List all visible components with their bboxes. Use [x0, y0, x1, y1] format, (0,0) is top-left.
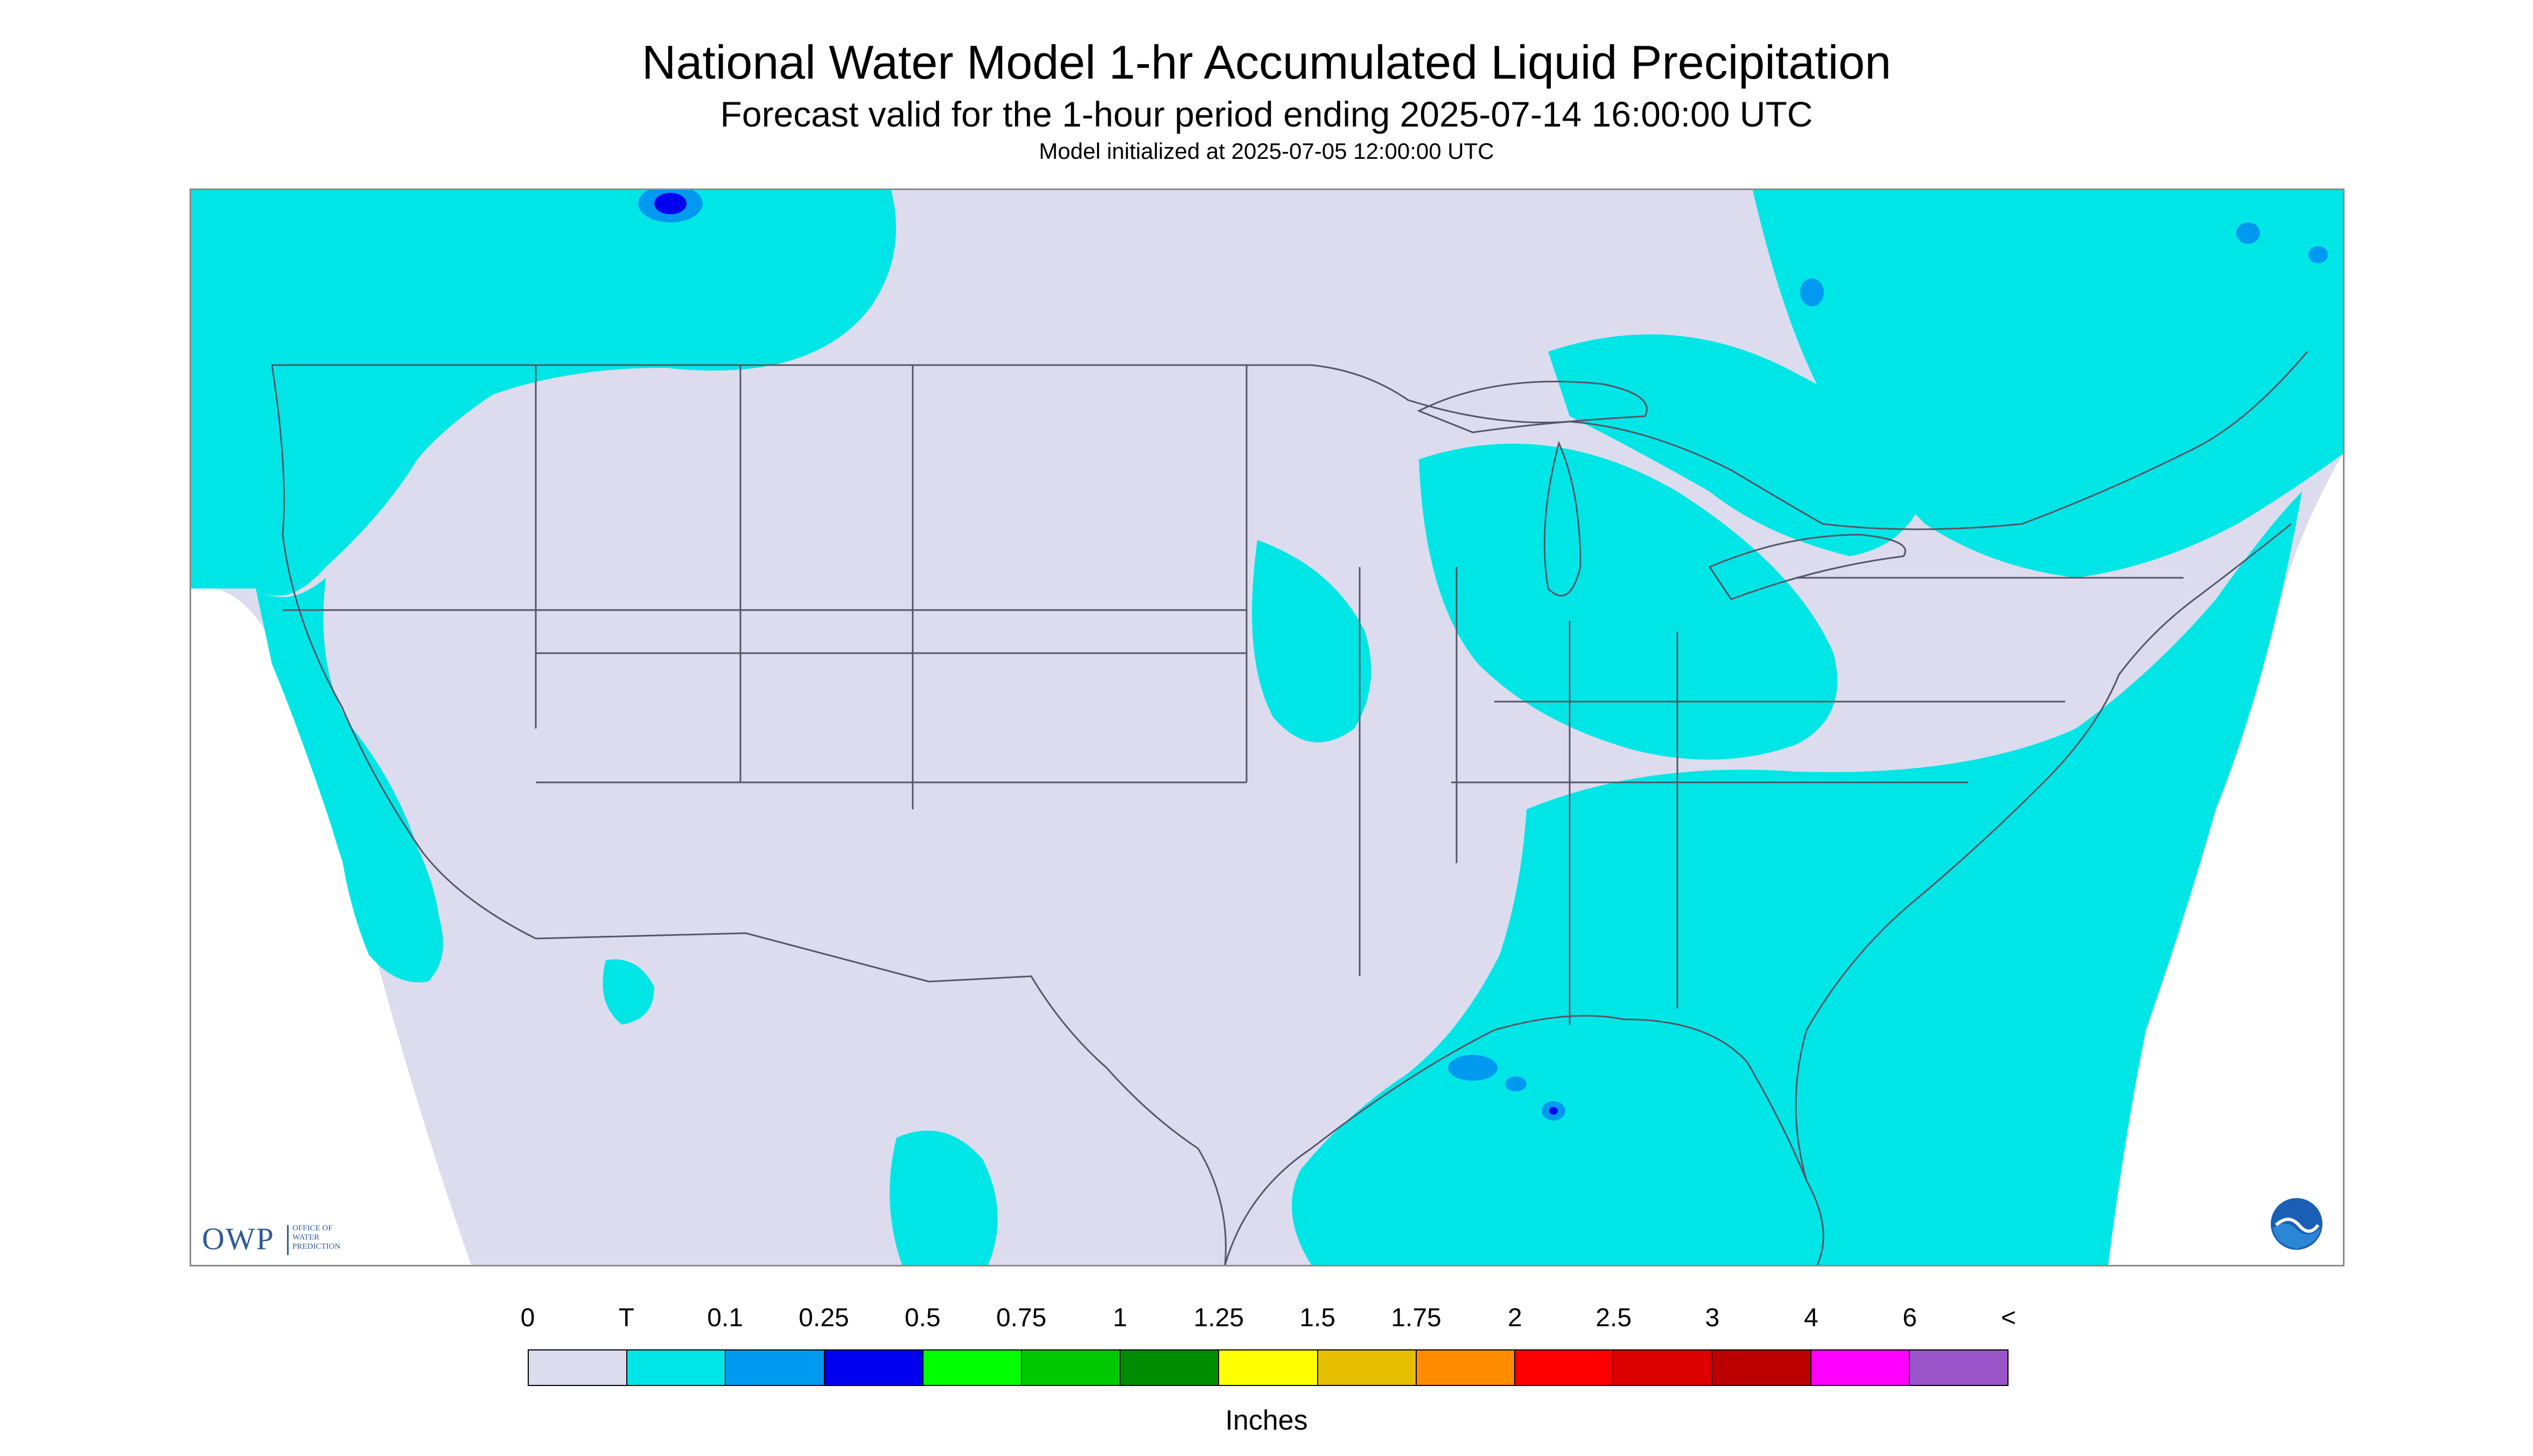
owp-logo-text: OWP [202, 1221, 275, 1256]
legend-swatch [627, 1350, 726, 1385]
moderate-precip-cell [654, 193, 687, 214]
pacific-coastline [271, 365, 536, 940]
state-line [1451, 567, 2184, 1025]
great-lakes-precip [1548, 334, 1925, 556]
us-canada-border [272, 351, 2308, 530]
legend-label: 4 [1803, 1304, 1818, 1332]
legend-swatch [529, 1350, 628, 1385]
light-precip-cell [2236, 222, 2260, 244]
sonora-precip [603, 959, 654, 1025]
canada-east-precip [1753, 190, 2343, 578]
heavier-precip-cells [638, 190, 2328, 1121]
legend-label: T [618, 1304, 634, 1332]
owp-logo: OWP OFFICE OF WATER PREDICTION [202, 1216, 374, 1259]
legend-label: 2 [1507, 1304, 1522, 1332]
lake-superior [1417, 381, 1648, 433]
legend-swatch [1712, 1350, 1811, 1385]
trace-precip-areas [191, 190, 2343, 1265]
legend-label: 1.5 [1299, 1304, 1336, 1332]
lake-erie-ontario [1708, 534, 1906, 600]
legend-label: 0.1 [707, 1304, 744, 1332]
legend-swatch [1022, 1350, 1121, 1385]
legend-swatch [1416, 1350, 1516, 1385]
legend-label: 1.25 [1193, 1304, 1244, 1332]
state-line [283, 365, 1361, 976]
legend-label: 0.5 [904, 1304, 941, 1332]
baja-offshore-precip [337, 809, 443, 983]
legend-units: Inches [1225, 1405, 1308, 1436]
legend-swatch [1811, 1350, 1910, 1385]
legend-color-bar [528, 1349, 2009, 1386]
legend-swatch [1515, 1350, 1614, 1385]
precipitation-map: OWP OFFICE OF WATER PREDICTION [190, 188, 2345, 1266]
gulf-coastline [1224, 1014, 1824, 1265]
legend-label: < [2000, 1304, 2017, 1332]
legend-swatch [1219, 1350, 1318, 1385]
model-init-line: Model initialized at 2025-07-05 12:00:00… [1039, 138, 1494, 164]
legend-swatch [1909, 1350, 2008, 1385]
southeast-precip [1292, 492, 2302, 1265]
legend-label: 6 [1902, 1304, 1918, 1332]
legend-label: 0.75 [996, 1304, 1047, 1332]
legend-swatch [1121, 1350, 1220, 1385]
legend-label: 3 [1705, 1304, 1720, 1332]
legend-swatch [923, 1350, 1023, 1385]
mexico-precip [890, 1130, 998, 1265]
moderate-precip-cell [1549, 1107, 1558, 1115]
legend-swatch [1318, 1350, 1417, 1385]
political-boundaries [271, 351, 2308, 1265]
light-precip-cell [2308, 246, 2328, 263]
legend-label: 0.25 [799, 1304, 849, 1332]
light-precip-cell [1800, 278, 1824, 306]
lake-michigan [1543, 440, 1582, 597]
map-subtitle: Forecast valid for the 1-hour period end… [720, 94, 1813, 134]
noaa-logo [2271, 1198, 2322, 1250]
legend-label: 1 [1112, 1304, 1128, 1332]
atlantic-coastline [1795, 523, 2292, 1181]
light-precip-cell [1448, 1055, 1498, 1081]
legend-labels: 0 T 0.1 0.25 0.5 0.75 1 1.25 1.5 1.75 2 2.5 3 4 6 < [521, 1303, 2016, 1335]
pacific-nw-precip [191, 190, 896, 596]
legend-label: 2.5 [1596, 1304, 1632, 1332]
midwest-precip [1419, 443, 1837, 760]
map-title: National Water Model 1-hr Accumulated Li… [641, 36, 1892, 89]
great-lakes [1417, 381, 1906, 600]
legend-swatch [1614, 1350, 1713, 1385]
map-canvas [191, 190, 2343, 1265]
plains-scattered-precip [1252, 540, 1372, 743]
legend-swatch [824, 1350, 923, 1385]
legend-label: 1.75 [1391, 1304, 1442, 1332]
legend-swatch [726, 1350, 825, 1385]
legend-label: 0 [520, 1304, 535, 1332]
owp-logo-subtext: OFFICE OF WATER PREDICTION [292, 1224, 341, 1251]
owp-logo-divider [287, 1225, 289, 1255]
us-mexico-border [535, 932, 1227, 1265]
light-precip-cell [1505, 1076, 1527, 1091]
